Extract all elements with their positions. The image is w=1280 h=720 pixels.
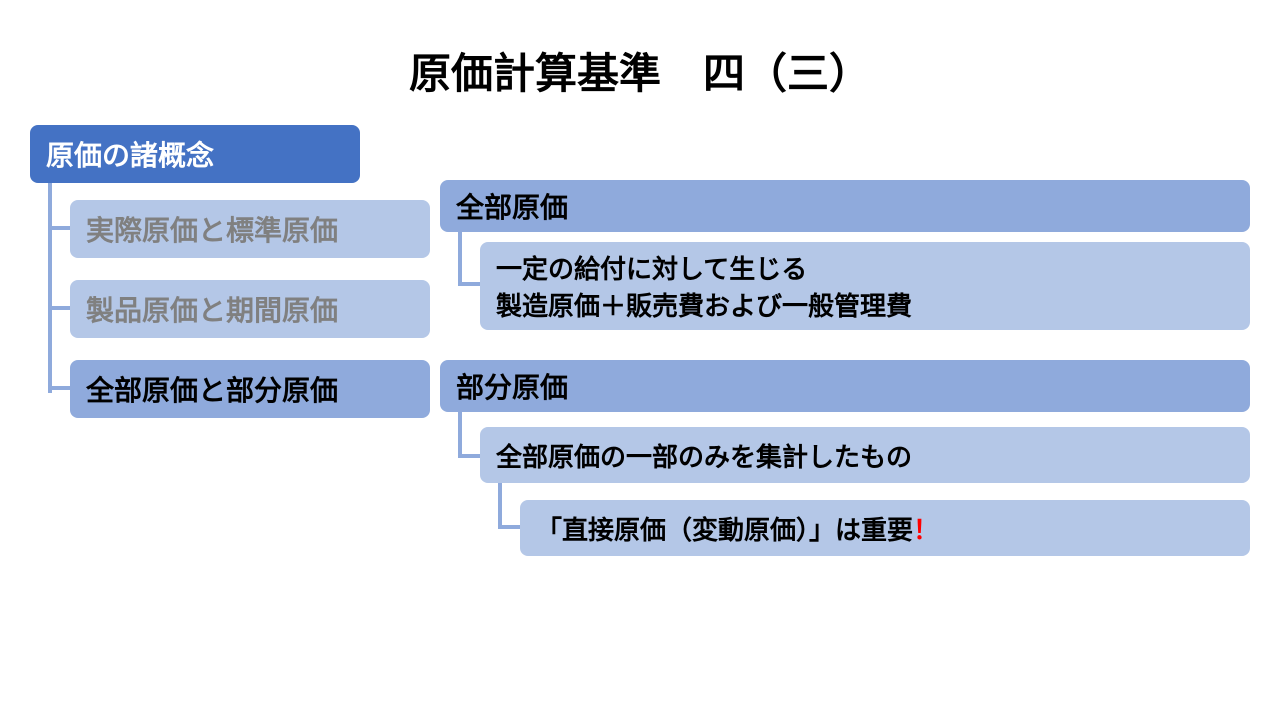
left-item-1: 製品原価と期間原価 [70, 280, 430, 338]
connector-4 [458, 232, 462, 286]
connector-0 [48, 183, 52, 393]
root-concept-box: 原価の諸概念 [30, 125, 360, 183]
left-item-0: 実際原価と標準原価 [70, 200, 430, 258]
connector-3 [48, 386, 70, 390]
exclaim-icon: ！ [913, 510, 939, 547]
connector-7 [458, 454, 480, 458]
right-item-2: 部分原価 [440, 360, 1250, 412]
connector-2 [48, 306, 70, 310]
connector-1 [48, 226, 70, 230]
connector-8 [498, 483, 502, 529]
connector-5 [458, 282, 480, 286]
connector-6 [458, 412, 462, 458]
right-item-3: 全部原価の一部のみを集計したもの [480, 427, 1250, 483]
connector-9 [498, 525, 520, 529]
right-item-4: 「直接原価（変動原価）」は重要！ [520, 500, 1250, 556]
page-title: 原価計算基準 四（三） [0, 0, 1280, 121]
left-item-2: 全部原価と部分原価 [70, 360, 430, 418]
right-item-0: 全部原価 [440, 180, 1250, 232]
right-item-1: 一定の給付に対して生じる製造原価＋販売費および一般管理費 [480, 242, 1250, 330]
